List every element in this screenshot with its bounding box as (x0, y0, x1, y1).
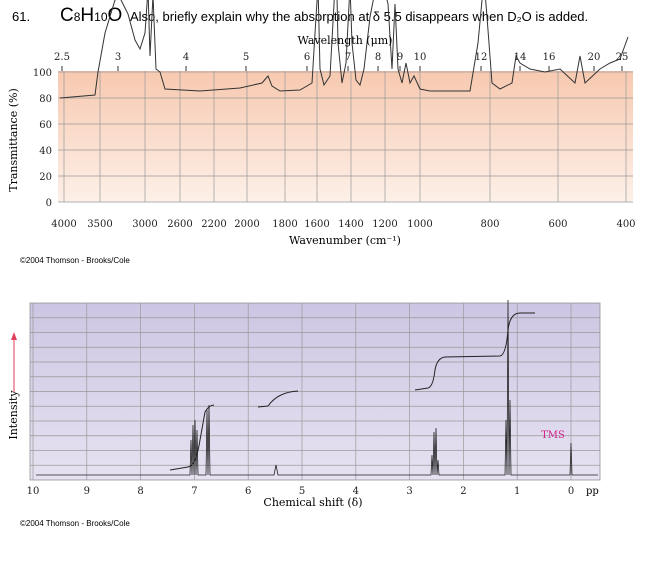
bottom-tick-label: 1400 (338, 219, 363, 230)
nmr-unit: pp (586, 486, 599, 497)
ir-top-axis-label: Wavelength (μm) (298, 34, 393, 47)
bottom-tick-label: 2000 (234, 219, 259, 230)
y-tick-label: 20 (39, 172, 52, 183)
bottom-tick-label: 400 (616, 219, 635, 230)
top-tick-label: 6 (304, 52, 310, 63)
nmr-copyright: ©2004 Thomson - Brooks/Cole (20, 519, 130, 528)
bottom-tick-label: 800 (480, 219, 499, 230)
top-tick-label: 20 (588, 52, 601, 63)
bottom-tick-label: 1600 (304, 219, 329, 230)
top-tick-label: 3 (115, 52, 121, 63)
top-tick-label: 7 (345, 52, 351, 63)
bottom-tick-label: 3000 (132, 219, 157, 230)
x-tick-label: 8 (137, 486, 143, 497)
top-tick-label: 12 (475, 52, 488, 63)
nmr-integration (169, 312, 535, 471)
x-tick-label: 5 (299, 486, 305, 497)
content: 61. C8H10O Also, briefly explain why the… (7, 0, 636, 528)
y-tick-label: 0 (46, 198, 52, 209)
x-tick-label: 2 (460, 486, 466, 497)
nmr-y-axis-label: Intensity (7, 390, 20, 440)
x-tick-label: 6 (245, 486, 251, 497)
intensity-arrow-head (11, 332, 17, 340)
tms-label: TMS (541, 430, 565, 441)
bottom-tick-label: 4000 (51, 219, 76, 230)
x-tick-label: 1 (514, 486, 520, 497)
top-tick-label: 5 (243, 52, 249, 63)
top-tick-label: 8 (375, 52, 381, 63)
ir-plot-area (58, 71, 633, 202)
formula: C8H10O (60, 5, 122, 26)
bottom-tick-label: 1800 (272, 219, 297, 230)
x-tick-label: 3 (406, 486, 412, 497)
x-tick-label: 0 (568, 486, 574, 497)
x-tick-label: 9 (84, 486, 90, 497)
ir-spectrum (59, 0, 629, 99)
y-tick-label: 60 (39, 120, 52, 131)
bottom-tick-label: 1200 (372, 219, 397, 230)
top-tick-label: 25 (616, 52, 629, 63)
problem-text: Also, briefly explain why the absorption… (130, 9, 588, 24)
top-tick-label: 10 (414, 52, 427, 63)
ir-y-axis-label: Transmittance (%) (7, 88, 20, 192)
top-tick-label: 14 (514, 52, 527, 63)
x-tick-label: 10 (27, 486, 40, 497)
top-tick-label: 2.5 (54, 52, 70, 63)
nmr-grid: 10 9 8 7 6 5 4 3 2 1 0 (27, 303, 600, 497)
top-tick-label: 9 (397, 52, 403, 63)
x-tick-label: 7 (191, 486, 197, 497)
nmr-spectrum (36, 299, 598, 476)
y-tick-label: 100 (33, 68, 52, 79)
y-tick-label: 40 (39, 146, 52, 157)
ir-copyright: ©2004 Thomson - Brooks/Cole (20, 256, 130, 265)
problem-number: 61. (12, 9, 30, 24)
y-tick-label: 80 (39, 94, 52, 105)
nmr-x-axis-label: Chemical shift (δ) (263, 496, 362, 509)
bottom-tick-label: 1000 (407, 219, 432, 230)
bottom-tick-label: 2600 (167, 219, 192, 230)
top-tick-label: 16 (543, 52, 556, 63)
x-tick-label: 4 (353, 486, 359, 497)
bottom-tick-label: 600 (548, 219, 567, 230)
top-tick-label: 4 (183, 52, 189, 63)
bottom-tick-label: 2200 (201, 219, 226, 230)
ir-x-axis-label: Wavenumber (cm⁻¹) (289, 234, 401, 247)
bottom-tick-label: 3500 (87, 219, 112, 230)
